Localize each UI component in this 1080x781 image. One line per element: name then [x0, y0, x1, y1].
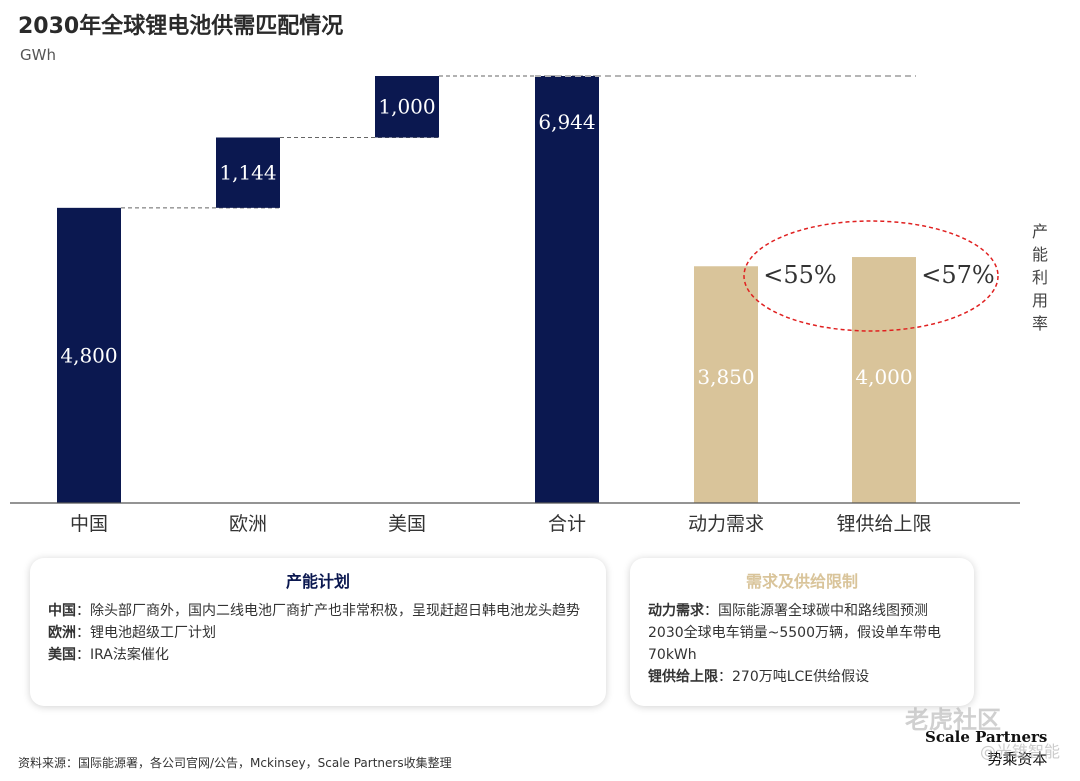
item-key: 美国: [48, 647, 76, 663]
category-label: 中国: [70, 513, 108, 535]
bar-4: [535, 76, 599, 503]
brand-logo: Scale Partners 势乘资本: [925, 728, 1047, 769]
watermark-handle: @光锥智能: [980, 742, 1061, 761]
item-key: 锂供给上限: [648, 669, 718, 685]
bar-1: [57, 207, 121, 503]
limit-item-demand: 动力需求：国际能源署全球碳中和路线图预测2030全球电车销量~5500万辆，假设…: [648, 600, 956, 666]
bar-value-label: 4,000: [855, 365, 912, 389]
bar-value-label: 4,800: [60, 343, 117, 367]
category-label: 合计: [548, 513, 586, 535]
bar-value-label: 1,144: [219, 161, 276, 185]
capacity-plan-title: 产能计划: [285, 572, 350, 591]
category-label: 锂供给上限: [836, 513, 931, 535]
bar-value-label: 6,944: [538, 110, 595, 134]
bar-3: [375, 76, 439, 138]
item-text: ：锂电池超级工厂计划: [76, 625, 216, 641]
utilization-label: <57%: [921, 261, 994, 289]
demand-supply-limit-title: 需求及供给限制: [745, 572, 858, 591]
capacity-plan-item-usa: 美国：IRA法案催化: [48, 644, 588, 666]
limit-item-supply: 锂供给上限：270万吨LCE供给假设: [648, 666, 956, 688]
page-title: 2030年全球锂电池供需匹配情况: [18, 14, 344, 39]
source-note: 资料来源：国际能源署，各公司官网/公告，Mckinsey，Scale Partn…: [18, 756, 452, 770]
item-text: ：国际能源署全球碳中和路线图预测2030全球电车销量~5500万辆，假设单车带电…: [648, 603, 941, 663]
waterfall-chart: 4,800 1,144 1,000 6,944 3,850 4,000 中国 欧洲 美国 合计 动力…: [10, 75, 1020, 535]
utilization-label: <55%: [763, 261, 836, 289]
brand-name-en: Scale Partners: [925, 728, 1048, 746]
watermark-logo: 老虎社区: [905, 706, 1001, 734]
capacity-plan-item-europe: 欧洲：锂电池超级工厂计划: [48, 622, 588, 644]
capacity-plan-item-china: 中国：除头部厂商外，国内二线电池厂商扩产也非常积极，呈现赶超日韩电池龙头趋势: [48, 600, 588, 622]
item-key: 欧洲: [48, 625, 76, 641]
highlight-ellipse: [743, 220, 999, 332]
item-text: ：IRA法案催化: [76, 647, 169, 663]
bar-value-label: 3,850: [697, 365, 754, 389]
bar-value-label: 1,000: [378, 95, 435, 119]
y-axis-unit: GWh: [20, 46, 56, 64]
item-text: ：除头部厂商外，国内二线电池厂商扩产也非常积极，呈现赶超日韩电池龙头趋势: [76, 603, 580, 619]
category-label: 美国: [388, 513, 426, 535]
bar-5: [694, 266, 758, 503]
item-key: 中国: [48, 603, 76, 619]
category-label: 动力需求: [688, 513, 764, 535]
bar-2: [216, 137, 280, 208]
bar-6: [852, 257, 916, 503]
item-text: ：270万吨LCE供给假设: [718, 669, 870, 685]
utilization-axis-label: 产能利用率: [1031, 222, 1048, 333]
capacity-plan-card: 产能计划 中国：除头部厂商外，国内二线电池厂商扩产也非常积极，呈现赶超日韩电池龙…: [30, 558, 606, 706]
demand-supply-limit-card: 需求及供给限制 动力需求：国际能源署全球碳中和路线图预测2030全球电车销量~5…: [630, 558, 974, 706]
item-key: 动力需求: [648, 603, 704, 619]
category-label: 欧洲: [229, 513, 267, 535]
brand-name-cn: 势乘资本: [987, 750, 1048, 768]
